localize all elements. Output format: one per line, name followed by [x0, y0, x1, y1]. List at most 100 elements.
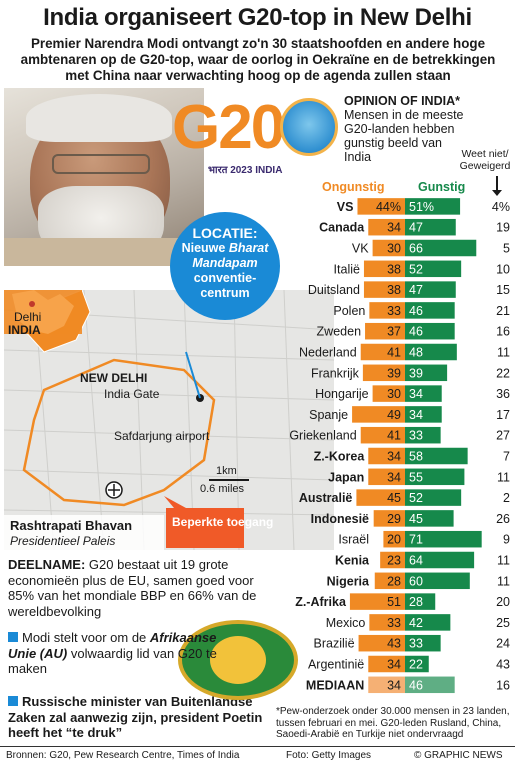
bar-negative-label: 44%: [376, 200, 401, 214]
bar-positive-label: 45: [409, 512, 423, 526]
g20-logo: G20 भारत 2023 INDIA: [172, 92, 342, 182]
bar-positive: [405, 426, 441, 444]
legend-negative: Ongunstig: [322, 180, 385, 194]
category-label: VK: [352, 242, 369, 256]
bar-positive: [405, 468, 465, 486]
sources: Bronnen: G20, Pew Research Centre, Times…: [6, 750, 240, 761]
bar-negative: [360, 426, 405, 444]
opinion-chart: 44% 51% 4% VS 34 47 19 Canada 30 66 5 VK 38 52 10 Itali…: [289, 198, 510, 694]
bar-positive: [405, 322, 455, 340]
bar-positive-label: 47: [409, 283, 423, 297]
bar-positive-label: 33: [409, 429, 423, 443]
bar-positive-label: 60: [409, 574, 423, 588]
bar-negative: [349, 593, 405, 610]
bar-negative: [362, 364, 405, 382]
bar-negative: [357, 198, 405, 215]
dont-know-value: 26: [496, 512, 510, 526]
location-line3: centrum: [200, 286, 250, 300]
category-label: Duitsland: [308, 283, 360, 297]
bar-negative-label: 34: [387, 658, 401, 672]
bar-positive-label: 46: [409, 304, 423, 318]
opinion-title: OPINION OF INDIA*: [344, 94, 460, 108]
bar-positive-label: 42: [409, 616, 423, 630]
bar-negative: [368, 676, 405, 694]
bar-negative: [368, 218, 405, 236]
bar-negative-label: 30: [387, 387, 401, 401]
brand-credit: © GRAPHIC NEWS: [414, 750, 503, 761]
bar-positive: [405, 364, 448, 382]
map-label-scale-km: 1km: [216, 465, 237, 477]
bar-negative-label: 23: [387, 554, 401, 568]
opinion-header: OPINION OF INDIA* Mensen in de meeste G2…: [344, 94, 512, 164]
location-head: LOCATIE:: [192, 225, 258, 241]
map-label-airport: Safdarjung airport: [114, 429, 210, 443]
category-label: Frankrijk: [311, 366, 360, 380]
bar-positive: [405, 489, 462, 506]
bar-negative: [374, 572, 405, 590]
bar-negative: [363, 260, 405, 278]
map-label-bhavan: Rashtrapati Bhavan: [10, 518, 132, 533]
modi-photo: [4, 88, 204, 266]
bar-positive: [405, 676, 455, 694]
bar-negative-label: 28: [387, 574, 401, 588]
category-label: Israël: [338, 533, 369, 547]
bar-positive: [405, 302, 455, 319]
dont-know-value: 16: [496, 678, 510, 692]
bar-positive-label: 71: [409, 533, 423, 547]
dont-know-label: Weet niet/ Geweigerd: [459, 148, 511, 172]
category-label: Hongarije: [315, 387, 369, 401]
bar-negative: [372, 385, 405, 402]
bar-negative-label: 38: [387, 283, 401, 297]
restricted-label-bg: [166, 508, 244, 548]
restricted-zone-outline: [22, 358, 216, 507]
bar-positive: [405, 447, 468, 465]
bar-positive: [405, 281, 456, 298]
bar-positive: [405, 385, 442, 402]
bar-negative-label: 34: [387, 450, 401, 464]
bar-negative-label: 34: [387, 678, 401, 692]
bar-positive-label: 47: [409, 221, 423, 235]
category-label: Polen: [333, 304, 365, 318]
bar-negative-label: 33: [387, 616, 401, 630]
bar-positive: [405, 343, 457, 361]
category-label: Nederland: [299, 346, 357, 360]
bar-positive-label: 46: [409, 325, 423, 339]
dont-know-value: 19: [496, 221, 510, 235]
dont-know-value: 16: [496, 325, 510, 339]
map-label-delhi: Delhi: [14, 310, 41, 324]
lotus-globe-icon: [280, 98, 338, 156]
category-label: Australië: [299, 491, 353, 505]
bar-negative: [352, 406, 405, 423]
bar-positive: [405, 198, 461, 215]
bar-negative-label: 41: [387, 346, 401, 360]
bar-negative-label: 30: [387, 242, 401, 256]
bullet-russia-text: Russische minister van Buitenlandse Zake…: [8, 694, 263, 740]
dont-know-value: 36: [496, 387, 510, 401]
category-label: Italië: [334, 262, 360, 276]
bar-negative: [360, 343, 405, 361]
participation-head: DEELNAME:: [8, 557, 86, 572]
bar-positive: [405, 551, 475, 569]
africa-map-icon: [210, 636, 266, 684]
bar-positive-label: 66: [409, 242, 423, 256]
category-label: Z.-Afrika: [295, 595, 347, 609]
location-venue: Bharat Mandapam: [192, 241, 269, 270]
india-outline: [12, 290, 74, 334]
venue-pointer: [185, 351, 201, 399]
bar-negative-label: 33: [387, 304, 401, 318]
bar-negative: [365, 322, 405, 340]
bar-positive: [405, 614, 451, 631]
map-label-bhavan-sub: Presidentieel Paleis: [10, 534, 115, 548]
bar-negative-label: 51: [387, 595, 401, 609]
bar-negative-label: 34: [387, 470, 401, 484]
category-label: Brazilië: [314, 637, 355, 651]
category-label: Spanje: [309, 408, 348, 422]
bar-negative-label: 43: [387, 637, 401, 651]
bar-negative-label: 45: [387, 491, 401, 505]
bar-negative: [368, 447, 405, 465]
bar-positive-label: 64: [409, 554, 423, 568]
category-label: Nigeria: [327, 574, 370, 588]
category-label: Zweden: [317, 325, 362, 339]
category-label: Kenia: [335, 554, 370, 568]
bar-positive-label: 51%: [409, 200, 434, 214]
